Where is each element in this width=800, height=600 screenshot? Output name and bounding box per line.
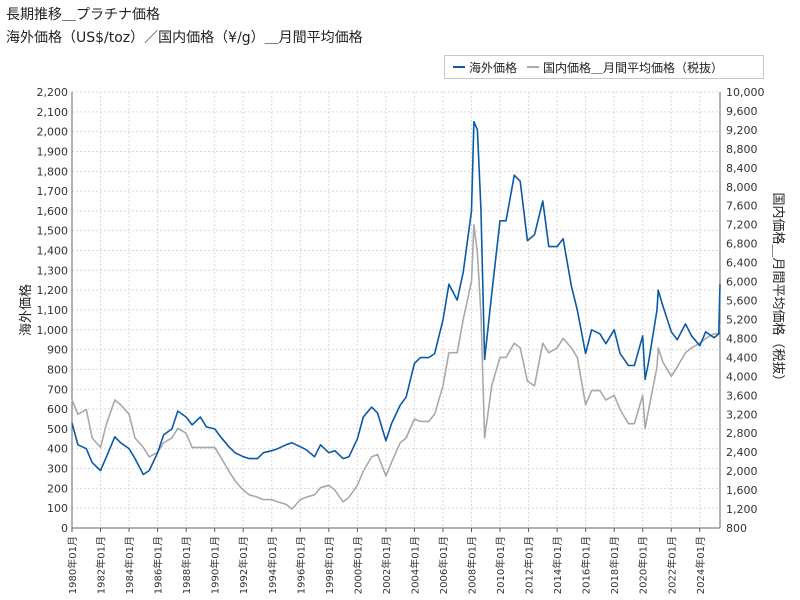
x-axis-tick-label: 2006年01月: [437, 536, 450, 594]
right-axis-tick-label: 2,400: [726, 446, 758, 459]
x-axis-tick-label: 1998年01月: [323, 536, 336, 594]
chart-legend: 海外価格 国内価格＿月間平均価格（税抜）: [444, 55, 764, 79]
left-axis-tick-label: 1,400: [37, 245, 69, 258]
left-axis-tick-label: 1,200: [37, 284, 69, 297]
x-axis-tick-label: 1980年01月: [66, 536, 79, 594]
left-axis-tick-label: 700: [47, 383, 68, 396]
right-axis-tick-label: 9,200: [726, 124, 758, 137]
left-axis-tick-label: 1,500: [37, 225, 69, 238]
right-axis-tick-label: 8,000: [726, 181, 758, 194]
x-axis-tick-label: 1994年01月: [266, 536, 279, 594]
x-axis-tick-label: 2018年01月: [608, 536, 621, 594]
right-axis-tick-labels: 800 1,200 1,600 2,000 2,400 2,800 3,200 3,600 4,…: [726, 86, 765, 535]
series-line-overseas: [71, 120, 721, 476]
left-axis-tick-label: 2,000: [37, 126, 69, 139]
x-axis-tick-label: 1986年01月: [152, 536, 165, 594]
left-axis-tick-label: 2,100: [37, 106, 69, 119]
x-axis-tick-label: 1990年01月: [209, 536, 222, 594]
left-axis-tick-label: 1,000: [37, 324, 69, 337]
left-axis-tick-labels: 0 100 200 300 400 500 600 700 800 900 1,000 1,100 1,…: [37, 86, 69, 535]
left-axis-tick-label: 2,200: [37, 86, 69, 99]
right-axis-tick-label: 5,200: [726, 313, 758, 326]
left-axis-tick-label: 300: [47, 463, 68, 476]
left-axis-tick-label: 200: [47, 482, 68, 495]
grid-lines: [71, 91, 720, 529]
right-axis-tick-label: 8,800: [726, 143, 758, 156]
right-axis-title: 国内価格＿月間平均価格（税抜）: [770, 192, 786, 387]
right-axis-tick-label: 800: [726, 522, 747, 535]
x-axis-tick-label: 2024年01月: [694, 536, 707, 594]
left-axis-tick-label: 500: [47, 423, 68, 436]
chart-subtitle: 海外価格（US$/toz）／国内価格（¥/g）＿月間平均価格: [6, 30, 363, 46]
left-axis-tick-label: 1,700: [37, 185, 69, 198]
x-axis-tick-label: 1992年01月: [237, 536, 250, 594]
right-axis-tick-label: 1,600: [726, 484, 758, 497]
right-axis-tick-label: 6,000: [726, 276, 758, 289]
x-axis-tick-label: 1996年01月: [294, 536, 307, 594]
left-axis-tick-label: 1,100: [37, 304, 69, 317]
left-axis-tick-label: 1,600: [37, 205, 69, 218]
left-axis-tick-label: 600: [47, 403, 68, 416]
legend-label-overseas: 海外価格: [469, 60, 518, 75]
x-axis-tick-label: 2010年01月: [494, 536, 507, 594]
legend-swatch-overseas: [453, 66, 465, 68]
right-axis-tick-label: 7,600: [726, 200, 758, 213]
right-axis-tick-label: 3,600: [726, 389, 758, 402]
chart-title: 長期推移＿プラチナ価格: [6, 7, 160, 23]
legend-label-domestic: 国内価格＿月間平均価格（税抜）: [543, 60, 724, 75]
x-axis-tick-label: 1984年01月: [123, 536, 136, 594]
axes: [71, 92, 721, 532]
right-axis-tick-label: 6,800: [726, 238, 758, 251]
right-axis-tick-label: 2,000: [726, 465, 758, 478]
x-axis-tick-label: 2014年01月: [551, 536, 564, 594]
legend-item-domestic: 国内価格＿月間平均価格（税抜）: [527, 59, 723, 76]
left-axis-tick-label: 800: [47, 363, 68, 376]
x-axis-tick-labels: 1980年01月 1982年01月 1984年01月 1986年01月 1988年01月…: [66, 536, 707, 594]
x-axis-tick-label: 2022年01月: [665, 536, 678, 594]
x-axis-tick-label: 2000年01月: [351, 536, 364, 594]
right-axis-tick-label: 4,800: [726, 332, 758, 345]
x-axis-tick-label: 1988年01月: [180, 536, 193, 594]
x-axis-tick-label: 2012年01月: [523, 536, 536, 594]
series-line-domestic: [71, 223, 721, 510]
left-axis-tick-label: 1,300: [37, 264, 69, 277]
x-axis-tick-label: 2002年01月: [380, 536, 393, 594]
x-axis-tick-label: 2020年01月: [637, 536, 650, 594]
legend-item-overseas: 海外価格: [453, 59, 517, 76]
right-axis-tick-label: 1,200: [726, 503, 758, 516]
right-axis-tick-label: 2,800: [726, 427, 758, 440]
right-axis-tick-label: 4,000: [726, 370, 758, 383]
right-axis-tick-label: 9,600: [726, 105, 758, 118]
legend-swatch-domestic: [527, 66, 540, 68]
left-axis-tick-label: 0: [61, 522, 68, 535]
left-axis-tick-label: 1,900: [37, 145, 69, 158]
right-axis-tick-label: 3,200: [726, 408, 758, 421]
right-axis-tick-label: 5,600: [726, 295, 758, 308]
right-axis-tick-label: 7,200: [726, 219, 758, 232]
left-axis-tick-label: 400: [47, 443, 68, 456]
x-axis-tick-label: 1982年01月: [95, 536, 108, 594]
left-axis-tick-label: 900: [47, 344, 68, 357]
series-lines: [71, 120, 721, 510]
right-axis-tick-label: 8,400: [726, 162, 758, 175]
right-axis-tick-label: 6,400: [726, 257, 758, 270]
right-axis-tick-label: 10,000: [726, 86, 765, 99]
left-axis-tick-label: 100: [47, 502, 68, 515]
right-axis-tick-label: 4,400: [726, 351, 758, 364]
left-axis-tick-label: 1,800: [37, 165, 69, 178]
left-axis-title: 海外価格: [18, 284, 34, 336]
x-axis-tick-label: 2004年01月: [408, 536, 421, 594]
x-axis-tick-label: 2008年01月: [466, 536, 479, 594]
x-axis-tick-label: 2016年01月: [580, 536, 593, 594]
